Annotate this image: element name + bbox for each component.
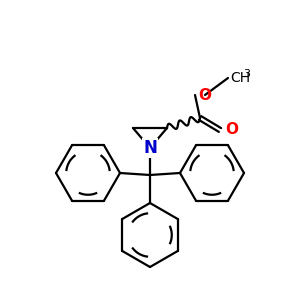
Text: O: O [225, 122, 238, 137]
Text: O: O [198, 88, 211, 103]
Text: 3: 3 [243, 69, 250, 79]
Text: CH: CH [230, 71, 250, 85]
Text: N: N [143, 139, 157, 157]
